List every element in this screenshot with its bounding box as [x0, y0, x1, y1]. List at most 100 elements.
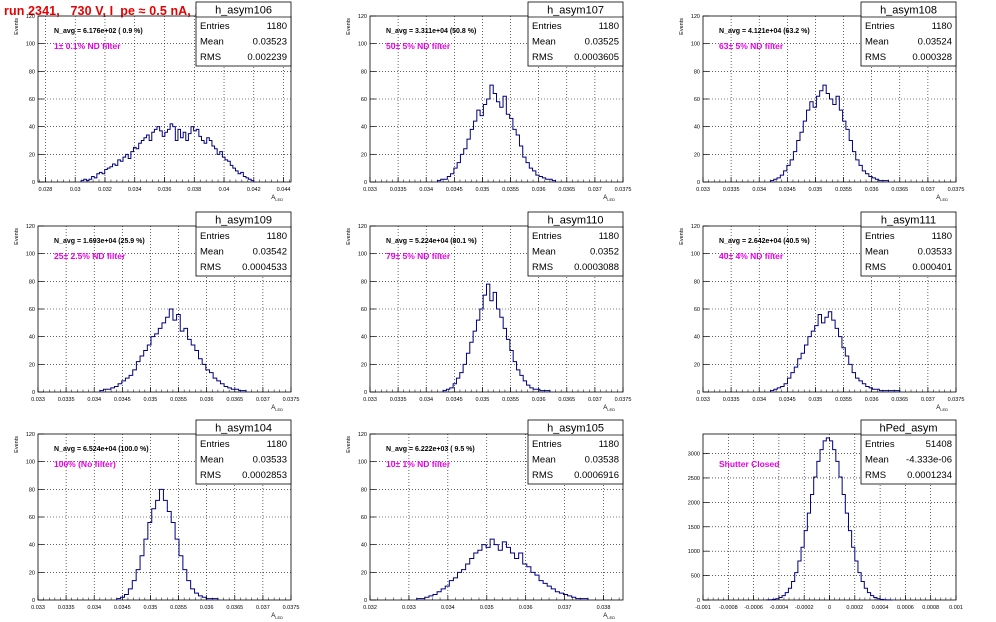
x-tick-label: 0.036	[200, 397, 214, 403]
x-tick-label: 0.036	[158, 187, 172, 193]
histogram-line	[80, 123, 255, 182]
stats-label: RMS	[532, 470, 553, 481]
y-axis-title: Events	[14, 228, 20, 245]
histogram-line	[116, 488, 219, 600]
x-tick-label: 0.0004	[872, 605, 889, 611]
x-tick-label: 0.0355	[835, 397, 852, 403]
x-tick-label: 0.034	[419, 187, 433, 193]
x-tick-label: 0.04	[219, 187, 230, 193]
y-tick-label: 120	[26, 224, 35, 230]
x-tick-label: -0.0002	[795, 605, 814, 611]
x-tick-label: 0.036	[865, 187, 879, 193]
stats-label: Mean	[865, 37, 889, 48]
x-tick-label: 0.03	[70, 187, 81, 193]
y-tick-label: 0	[697, 390, 700, 396]
x-tick-label: 0.033	[402, 605, 416, 611]
x-tick-label: 0.028	[39, 187, 53, 193]
x-axis-title: ALED	[603, 195, 615, 202]
y-tick-label: 0	[364, 180, 367, 186]
histogram-line	[442, 283, 551, 392]
y-tick-label: 80	[29, 69, 35, 75]
stats-label: Mean	[865, 455, 889, 466]
y-tick-label: 20	[361, 152, 367, 158]
y-tick-label: 20	[361, 362, 367, 368]
histogram-panel-h_asym109: 0.033 0.0335 0.034 0.0345 0.035 0.0355 0.036 0.…	[14, 211, 299, 412]
x-tick-label: 0.0335	[58, 397, 75, 403]
y-tick-label: 0	[697, 598, 700, 604]
stats-value: 1180	[267, 21, 287, 32]
histogram-line	[416, 538, 589, 600]
y-tick-label: 20	[29, 362, 35, 368]
histogram-line	[765, 437, 894, 601]
histogram-panel-h_asym111: 0.033 0.0335 0.034 0.0345 0.035 0.0355 0.036 0.…	[679, 211, 964, 412]
filter-note: 25± 2.5% ND filter	[54, 251, 126, 261]
stats-box	[860, 419, 957, 485]
stats-value: 0.0003088	[574, 262, 619, 273]
stats-title: h_asym106	[215, 5, 272, 17]
y-tick-label: 500	[691, 574, 700, 580]
y-tick-label: 100	[26, 42, 35, 48]
x-tick-label: 0.0335	[58, 605, 75, 611]
stats-value: 0.03523	[253, 37, 287, 48]
x-tick-label: 0.037	[921, 397, 935, 403]
y-tick-label: 120	[691, 14, 700, 20]
navg-label: N_avg = 6.524e+04 (100.0 %)	[54, 446, 149, 453]
x-tick-label: 0.037	[921, 187, 935, 193]
filter-note: 79± 5% ND filter	[386, 251, 451, 261]
stats-value: 1180	[267, 439, 287, 450]
x-tick-label: -0.0006	[744, 605, 763, 611]
x-tick-label: 0.036	[865, 397, 879, 403]
y-axis-title: Events	[14, 436, 20, 453]
y-axis-title: Events	[346, 228, 352, 245]
x-tick-label: 0.0365	[226, 605, 243, 611]
x-tick-label: 0.034	[752, 397, 766, 403]
x-tick-label: 0.035	[809, 187, 823, 193]
navg-label: N_avg = 2.642e+04 (40.5 %)	[719, 238, 810, 245]
y-tick-label: 120	[26, 14, 35, 20]
x-tick-label: 0.042	[247, 187, 261, 193]
stats-value: 0.03533	[918, 247, 952, 258]
y-axis-title: Events	[14, 18, 20, 35]
stats-value: 0.03538	[585, 455, 619, 466]
y-tick-label: 80	[361, 487, 367, 493]
y-tick-label: 40	[361, 543, 367, 549]
y-tick-label: 100	[691, 42, 700, 48]
y-tick-label: 20	[29, 152, 35, 158]
y-tick-label: 120	[358, 432, 367, 438]
stats-label: Mean	[532, 247, 556, 258]
stats-title: h_asym109	[215, 215, 272, 227]
y-tick-label: 40	[361, 335, 367, 341]
y-tick-label: 80	[694, 279, 700, 285]
stats-label: RMS	[200, 52, 221, 63]
y-tick-label: 20	[29, 570, 35, 576]
stats-label: RMS	[865, 262, 886, 273]
y-tick-label: 40	[694, 125, 700, 131]
y-axis-title: Events	[679, 228, 685, 245]
x-tick-label: 0.0375	[615, 187, 632, 193]
x-tick-label: 0.034	[87, 605, 101, 611]
x-tick-label: 0.0335	[723, 187, 740, 193]
x-tick-label: 0.0006	[897, 605, 914, 611]
stats-value: 1180	[932, 231, 952, 242]
histogram-line	[436, 84, 557, 182]
y-tick-label: 120	[26, 432, 35, 438]
stats-box	[195, 211, 292, 277]
x-tick-label: 0.033	[31, 397, 45, 403]
navg-label: N_avg = 3.311e+04 (50.8 %)	[386, 28, 476, 35]
x-tick-label: 0.037	[588, 187, 602, 193]
x-tick-label: 0.038	[187, 187, 201, 193]
x-tick-label: 0.037	[256, 605, 270, 611]
y-tick-label: 1500	[688, 525, 700, 531]
stats-value: 1180	[599, 439, 619, 450]
x-tick-label: 0.0335	[390, 397, 407, 403]
x-tick-label: 0.0365	[891, 397, 908, 403]
stats-label: RMS	[532, 52, 553, 63]
x-axis-title: ALED	[603, 613, 615, 620]
stats-label: RMS	[200, 262, 221, 273]
y-tick-label: 0	[32, 180, 35, 186]
histogram-panel-h_asym108: 0.033 0.0335 0.034 0.0345 0.035 0.0355 0.036 0.…	[679, 1, 964, 202]
y-tick-label: 60	[29, 515, 35, 521]
x-tick-label: 0.035	[480, 605, 494, 611]
stats-value: 51408	[926, 439, 952, 450]
y-tick-label: 20	[361, 570, 367, 576]
